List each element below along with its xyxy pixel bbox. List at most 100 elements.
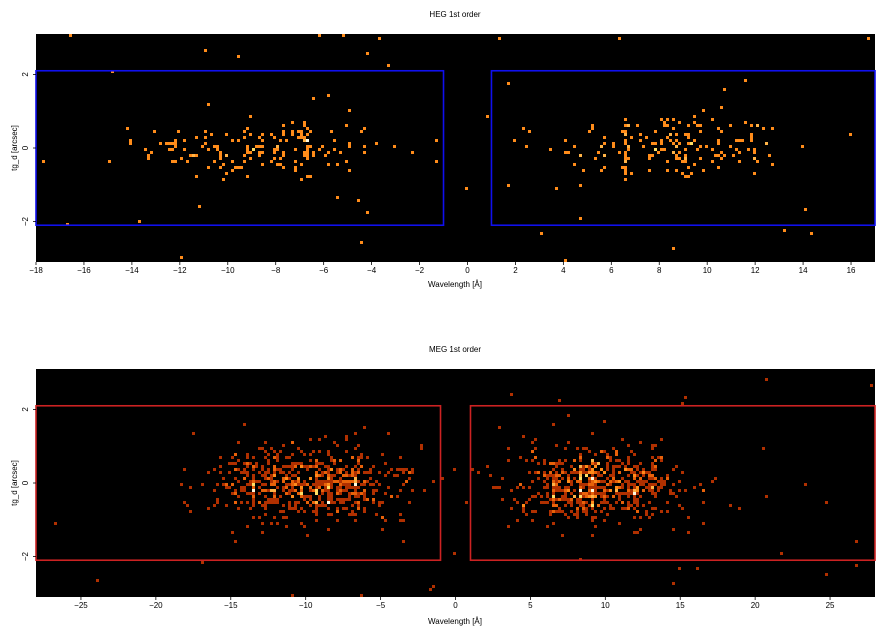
meg-event-pixel (306, 465, 309, 468)
meg-event-pixel (276, 453, 279, 456)
heg-x-tick-label: −8 (271, 266, 281, 275)
heg-event-pixel (168, 148, 171, 151)
heg-event-pixel (237, 55, 240, 58)
heg-event-pixel (687, 175, 690, 178)
meg-event-pixel (270, 489, 273, 492)
heg-event-pixel (279, 157, 282, 160)
meg-event-pixel (369, 477, 372, 480)
heg-event-pixel (765, 142, 768, 145)
meg-event-pixel (354, 480, 357, 483)
meg-event-pixel (255, 462, 258, 465)
meg-event-pixel (273, 501, 276, 504)
meg-event-pixel (633, 477, 636, 480)
meg-event-pixel (258, 480, 261, 483)
meg-event-pixel (678, 480, 681, 483)
meg-event-pixel (663, 480, 666, 483)
meg-event-pixel (390, 468, 393, 471)
meg-event-pixel (375, 513, 378, 516)
heg-event-pixel (258, 151, 261, 154)
meg-event-pixel (363, 510, 366, 513)
meg-event-pixel (324, 465, 327, 468)
heg-event-pixel (654, 142, 657, 145)
meg-event-pixel (252, 489, 255, 492)
meg-event-pixel (561, 534, 564, 537)
meg-event-pixel (540, 501, 543, 504)
meg-event-pixel (219, 465, 222, 468)
meg-event-pixel (606, 456, 609, 459)
heg-event-pixel (303, 121, 306, 124)
meg-event-pixel (354, 519, 357, 522)
meg-plot-background (36, 369, 875, 597)
meg-event-pixel (558, 486, 561, 489)
meg-event-pixel (510, 393, 513, 396)
meg-event-pixel (594, 525, 597, 528)
meg-event-pixel (597, 492, 600, 495)
meg-event-pixel (336, 468, 339, 471)
heg-event-pixel (177, 130, 180, 133)
meg-event-pixel (309, 477, 312, 480)
heg-event-pixel (273, 157, 276, 160)
meg-event-pixel (546, 483, 549, 486)
meg-event-pixel (285, 483, 288, 486)
heg-event-pixel (675, 133, 678, 136)
meg-event-pixel (252, 495, 255, 498)
meg-event-pixel (585, 483, 588, 486)
heg-event-pixel (762, 127, 765, 130)
meg-event-pixel (282, 444, 285, 447)
meg-event-pixel (591, 462, 594, 465)
meg-event-pixel (261, 531, 264, 534)
meg-event-pixel (336, 519, 339, 522)
meg-event-pixel (558, 480, 561, 483)
meg-event-pixel (333, 501, 336, 504)
meg-event-pixel (333, 459, 336, 462)
meg-event-pixel (261, 522, 264, 525)
meg-event-pixel (582, 507, 585, 510)
meg-event-pixel (288, 492, 291, 495)
meg-event-pixel (588, 504, 591, 507)
meg-event-pixel (300, 465, 303, 468)
meg-event-pixel (237, 468, 240, 471)
meg-event-pixel (654, 444, 657, 447)
heg-event-pixel (213, 145, 216, 148)
meg-event-pixel (276, 522, 279, 525)
meg-event-pixel (612, 465, 615, 468)
meg-event-pixel (180, 483, 183, 486)
meg-event-pixel (471, 468, 474, 471)
meg-event-pixel (531, 450, 534, 453)
meg-event-pixel (342, 498, 345, 501)
meg-event-pixel (501, 477, 504, 480)
heg-event-pixel (249, 115, 252, 118)
meg-event-pixel (567, 486, 570, 489)
meg-event-pixel (345, 450, 348, 453)
meg-event-pixel (591, 459, 594, 462)
meg-event-pixel (246, 453, 249, 456)
heg-event-pixel (252, 148, 255, 151)
meg-event-pixel (552, 423, 555, 426)
meg-event-pixel (603, 495, 606, 498)
meg-event-pixel (534, 447, 537, 450)
meg-event-pixel (582, 483, 585, 486)
meg-event-pixel (552, 492, 555, 495)
heg-event-pixel (348, 145, 351, 148)
meg-event-pixel (399, 456, 402, 459)
meg-event-pixel (288, 501, 291, 504)
meg-event-pixel (321, 480, 324, 483)
meg-event-pixel (621, 501, 624, 504)
meg-event-pixel (765, 378, 768, 381)
meg-event-pixel (612, 495, 615, 498)
meg-event-pixel (567, 489, 570, 492)
heg-event-pixel (528, 130, 531, 133)
meg-event-pixel (336, 507, 339, 510)
meg-event-pixel (246, 492, 249, 495)
meg-event-pixel (609, 504, 612, 507)
meg-event-pixel (234, 453, 237, 456)
meg-event-pixel (567, 501, 570, 504)
meg-event-pixel (249, 492, 252, 495)
meg-event-pixel (318, 498, 321, 501)
meg-event-pixel (594, 495, 597, 498)
meg-event-pixel (630, 492, 633, 495)
heg-event-pixel (801, 145, 804, 148)
heg-event-pixel (717, 127, 720, 130)
heg-event-pixel (147, 157, 150, 160)
heg-event-pixel (174, 145, 177, 148)
